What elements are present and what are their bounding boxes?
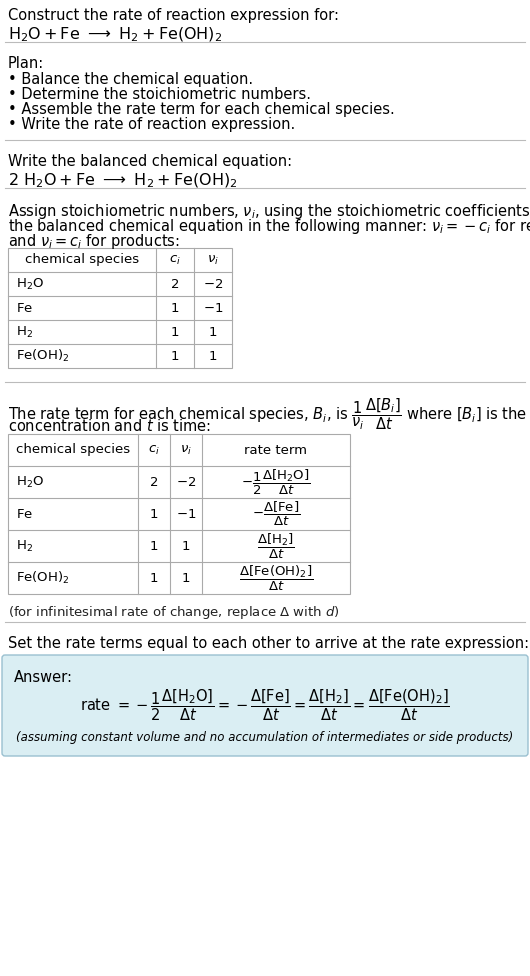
Text: $\mathrm{2\ H_2O + Fe \ \longrightarrow \ H_2 + Fe(OH)_2}$: $\mathrm{2\ H_2O + Fe \ \longrightarrow …	[8, 172, 237, 190]
Text: the balanced chemical equation in the following manner: $\nu_i = -c_i$ for react: the balanced chemical equation in the fo…	[8, 217, 530, 236]
Text: $\mathrm{H_2O + Fe \ \longrightarrow \ H_2 + Fe(OH)_2}$: $\mathrm{H_2O + Fe \ \longrightarrow \ H…	[8, 26, 222, 44]
Text: • Assemble the rate term for each chemical species.: • Assemble the rate term for each chemic…	[8, 102, 395, 117]
Text: 1: 1	[150, 540, 158, 552]
Text: $\mathrm{Fe(OH)_2}$: $\mathrm{Fe(OH)_2}$	[16, 348, 69, 364]
Text: $-\dfrac{\Delta[\mathrm{Fe}]}{\Delta t}$: $-\dfrac{\Delta[\mathrm{Fe}]}{\Delta t}$	[252, 500, 300, 528]
Text: $\nu_i$: $\nu_i$	[207, 254, 219, 266]
Text: rate term: rate term	[244, 443, 307, 457]
Text: $1$: $1$	[181, 572, 191, 585]
Text: concentration and $t$ is time:: concentration and $t$ is time:	[8, 418, 211, 434]
Text: $-1$: $-1$	[203, 302, 223, 314]
Text: $-2$: $-2$	[203, 277, 223, 291]
Bar	[8, 434, 350, 594]
Text: $-1$: $-1$	[176, 508, 196, 520]
Text: Answer:: Answer:	[14, 670, 73, 685]
Text: $-\dfrac{1}{2}\dfrac{\Delta[\mathrm{H_2O}]}{\Delta t}$: $-\dfrac{1}{2}\dfrac{\Delta[\mathrm{H_2O…	[241, 468, 311, 497]
Text: 1: 1	[171, 349, 179, 362]
Text: $-2$: $-2$	[176, 475, 196, 489]
Text: $1$: $1$	[208, 326, 218, 339]
Text: and $\nu_i = c_i$ for products:: and $\nu_i = c_i$ for products:	[8, 232, 180, 251]
Text: • Determine the stoichiometric numbers.: • Determine the stoichiometric numbers.	[8, 87, 311, 102]
Text: 1: 1	[150, 508, 158, 520]
Text: (for infinitesimal rate of change, replace Δ with $d$): (for infinitesimal rate of change, repla…	[8, 604, 340, 621]
Text: • Balance the chemical equation.: • Balance the chemical equation.	[8, 72, 253, 87]
Text: $\dfrac{\Delta[\mathrm{Fe(OH)_2}]}{\Delta t}$: $\dfrac{\Delta[\mathrm{Fe(OH)_2}]}{\Delt…	[239, 563, 313, 592]
Text: $\mathrm{H_2O}$: $\mathrm{H_2O}$	[16, 276, 44, 292]
Text: (assuming constant volume and no accumulation of intermediates or side products): (assuming constant volume and no accumul…	[16, 731, 514, 745]
Text: Assign stoichiometric numbers, $\nu_i$, using the stoichiometric coefficients, $: Assign stoichiometric numbers, $\nu_i$, …	[8, 202, 530, 221]
FancyBboxPatch shape	[2, 655, 528, 756]
Text: 1: 1	[171, 326, 179, 339]
Text: 2: 2	[171, 277, 179, 291]
Text: $\mathrm{Fe}$: $\mathrm{Fe}$	[16, 302, 33, 314]
Text: $\mathrm{H_2}$: $\mathrm{H_2}$	[16, 324, 33, 340]
Text: chemical species: chemical species	[25, 254, 139, 266]
Text: Write the balanced chemical equation:: Write the balanced chemical equation:	[8, 154, 292, 169]
Text: chemical species: chemical species	[16, 443, 130, 457]
Text: $c_i$: $c_i$	[148, 443, 160, 457]
Text: $\nu_i$: $\nu_i$	[180, 443, 192, 457]
Text: • Write the rate of reaction expression.: • Write the rate of reaction expression.	[8, 117, 295, 132]
Text: $\mathrm{H_2}$: $\mathrm{H_2}$	[16, 539, 33, 553]
Text: Set the rate terms equal to each other to arrive at the rate expression:: Set the rate terms equal to each other t…	[8, 636, 529, 651]
Text: The rate term for each chemical species, $B_i$, is $\dfrac{1}{\nu_i}\dfrac{\Delt: The rate term for each chemical species,…	[8, 396, 530, 431]
Text: 1: 1	[171, 302, 179, 314]
Text: 2: 2	[150, 475, 158, 489]
Text: $\dfrac{\Delta[\mathrm{H_2}]}{\Delta t}$: $\dfrac{\Delta[\mathrm{H_2}]}{\Delta t}$	[257, 531, 295, 560]
Text: Construct the rate of reaction expression for:: Construct the rate of reaction expressio…	[8, 8, 339, 23]
Text: $\mathrm{H_2O}$: $\mathrm{H_2O}$	[16, 474, 44, 490]
Text: $1$: $1$	[181, 540, 191, 552]
Text: rate $= -\dfrac{1}{2}\dfrac{\Delta[\mathrm{H_2O}]}{\Delta t} = -\dfrac{\Delta[\m: rate $= -\dfrac{1}{2}\dfrac{\Delta[\math…	[80, 687, 450, 723]
Text: 1: 1	[150, 572, 158, 585]
Bar	[8, 248, 232, 368]
Text: $c_i$: $c_i$	[169, 254, 181, 266]
Text: Plan:: Plan:	[8, 56, 44, 71]
Text: $\mathrm{Fe}$: $\mathrm{Fe}$	[16, 508, 33, 520]
Text: $1$: $1$	[208, 349, 218, 362]
Text: $\mathrm{Fe(OH)_2}$: $\mathrm{Fe(OH)_2}$	[16, 570, 69, 586]
